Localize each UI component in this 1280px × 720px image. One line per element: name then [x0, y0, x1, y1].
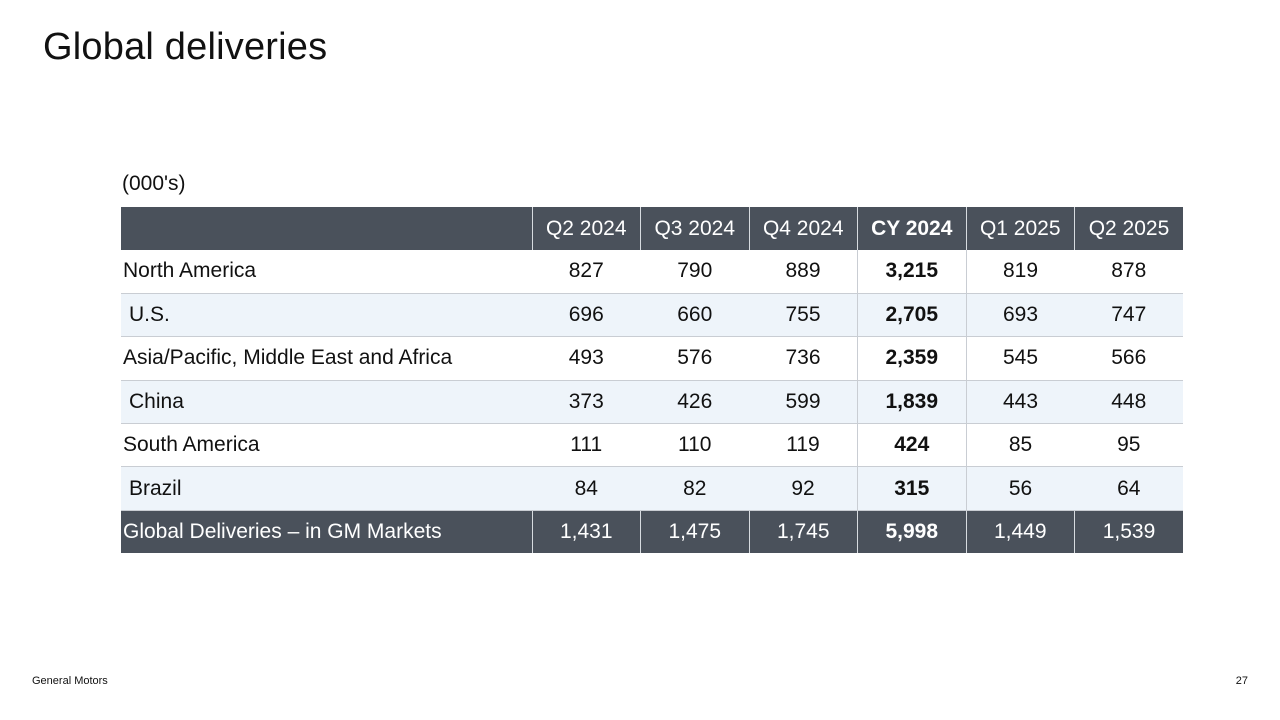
table-cell: 790	[640, 250, 749, 294]
table-cell: 64	[1074, 466, 1183, 511]
total-cell: 1,431	[531, 510, 641, 554]
table-cell: 111	[532, 423, 641, 468]
total-cell: 1,539	[1074, 510, 1183, 554]
units-label: (000's)	[122, 172, 186, 195]
column-header-q2-2024: Q2 2024	[531, 207, 641, 250]
table-cell: 493	[532, 336, 641, 381]
table-cell: 92	[749, 466, 858, 511]
row-label: U.S.	[121, 293, 532, 338]
total-cell: 1,745	[748, 510, 858, 554]
footer-company: General Motors	[32, 675, 108, 687]
table-row-south-america: South America 111 110 119 424 85 95	[121, 423, 1183, 468]
table-cell: 819	[966, 250, 1075, 294]
row-label: Asia/Pacific, Middle East and Africa	[121, 336, 532, 381]
table-cell: 599	[749, 380, 858, 425]
column-header-q2-2025: Q2 2025	[1074, 207, 1183, 250]
total-cell-cy: 5,998	[857, 510, 966, 554]
table-cell-cy: 315	[857, 466, 967, 511]
table-row-us: U.S. 696 660 755 2,705 693 747	[121, 293, 1183, 338]
table-cell: 696	[532, 293, 641, 338]
column-header-q1-2025: Q1 2025	[965, 207, 1075, 250]
total-label: Global Deliveries – in GM Markets	[123, 520, 442, 544]
total-cell: 1,449	[965, 510, 1075, 554]
table-header-row: Q2 2024 Q3 2024 Q4 2024 CY 2024 Q1 2025 …	[121, 207, 1183, 250]
table-cell-cy: 3,215	[857, 250, 967, 294]
table-cell-cy: 2,359	[857, 336, 967, 381]
row-label: North America	[121, 250, 532, 294]
table-cell: 755	[749, 293, 858, 338]
page-number: 27	[1235, 675, 1248, 687]
table-cell: 443	[966, 380, 1075, 425]
table-cell: 56	[966, 466, 1075, 511]
table-cell: 119	[749, 423, 858, 468]
table-cell: 85	[966, 423, 1075, 468]
column-header-q4-2024: Q4 2024	[748, 207, 858, 250]
deliveries-table: Q2 2024 Q3 2024 Q4 2024 CY 2024 Q1 2025 …	[121, 207, 1183, 554]
column-header-label	[121, 207, 532, 250]
table-row-apmea: Asia/Pacific, Middle East and Africa 493…	[121, 336, 1183, 381]
table-cell: 373	[532, 380, 641, 425]
table-cell: 448	[1074, 380, 1183, 425]
row-label: Brazil	[121, 466, 532, 511]
table-cell: 110	[640, 423, 749, 468]
table-cell: 426	[640, 380, 749, 425]
table-cell: 82	[640, 466, 749, 511]
table-cell: 566	[1074, 336, 1183, 381]
total-cell: 1,475	[640, 510, 749, 554]
table-cell: 693	[966, 293, 1075, 338]
table-total-row: Global Deliveries – in GM Markets 1,431 …	[121, 510, 1183, 554]
row-label: South America	[121, 423, 532, 468]
table-row-brazil: Brazil 84 82 92 315 56 64	[121, 466, 1183, 511]
table-cell: 576	[640, 336, 749, 381]
table-cell: 878	[1074, 250, 1183, 294]
page-title: Global deliveries	[43, 26, 328, 68]
table-row-north-america: North America 827 790 889 3,215 819 878	[121, 250, 1183, 294]
row-label: China	[121, 380, 532, 425]
table-cell: 84	[532, 466, 641, 511]
table-cell: 545	[966, 336, 1075, 381]
table-cell: 889	[749, 250, 858, 294]
table-cell: 827	[532, 250, 641, 294]
table-cell: 95	[1074, 423, 1183, 468]
column-header-cy-2024: CY 2024	[857, 207, 966, 250]
table-cell-cy: 1,839	[857, 380, 967, 425]
table-cell: 747	[1074, 293, 1183, 338]
table-cell: 660	[640, 293, 749, 338]
column-header-q3-2024: Q3 2024	[640, 207, 749, 250]
table-cell-cy: 424	[857, 423, 967, 468]
table-row-china: China 373 426 599 1,839 443 448	[121, 380, 1183, 425]
table-cell-cy: 2,705	[857, 293, 967, 338]
table-cell: 736	[749, 336, 858, 381]
